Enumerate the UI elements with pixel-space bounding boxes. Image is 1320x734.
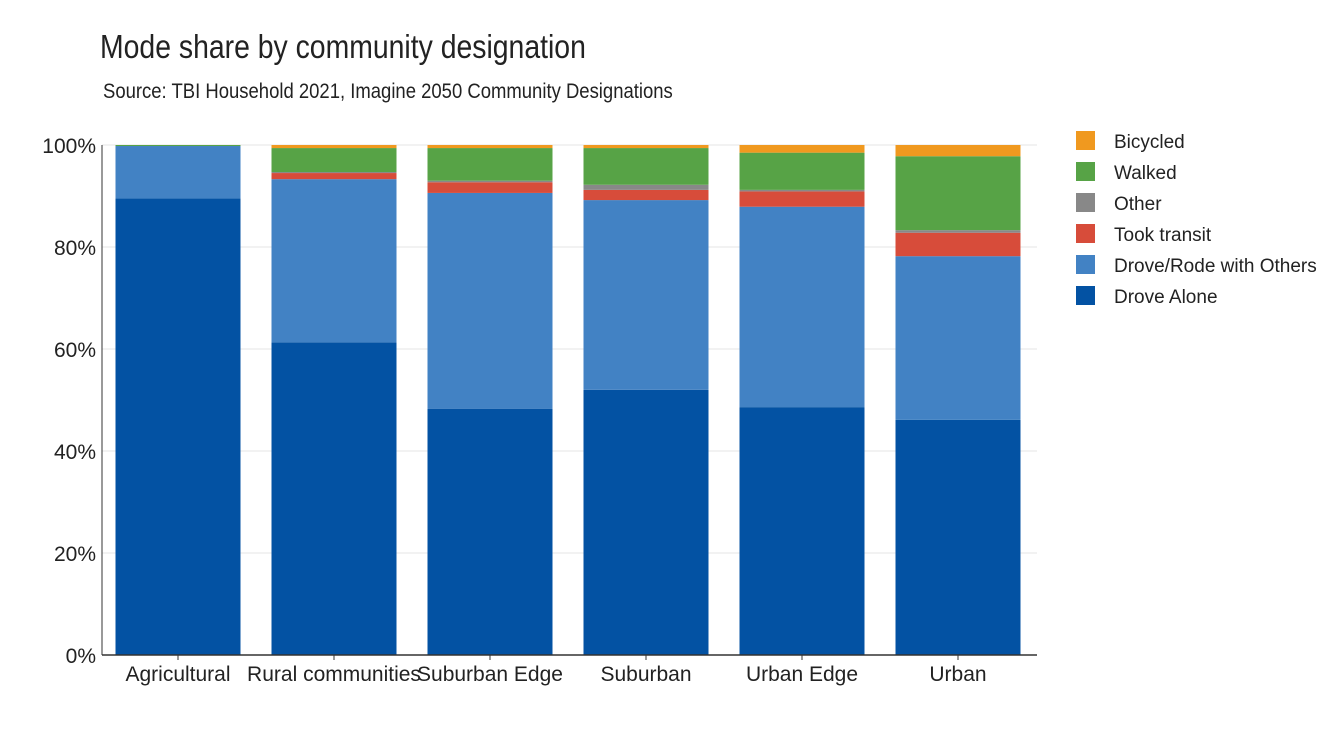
bar-segment <box>583 389 709 655</box>
legend-swatch <box>1076 131 1095 150</box>
bar-segment <box>583 184 709 190</box>
legend-label: Walked <box>1114 163 1177 184</box>
legend: Bicycled Walked Other Took transit Drove/Rod… <box>1076 131 1317 308</box>
bar-segment <box>583 148 709 185</box>
bar-segment <box>583 200 709 390</box>
bar-segment <box>271 179 397 343</box>
y-tick-label: 40% <box>54 441 96 464</box>
chart-subtitle: Source: TBI Household 2021, Imagine 2050… <box>103 80 673 103</box>
bar-segment <box>583 145 709 149</box>
bar-segment <box>895 145 1021 157</box>
legend-label: Drove/Rode with Others <box>1114 256 1317 277</box>
x-tick-label: Agricultural <box>125 663 230 686</box>
bar-segment <box>739 152 865 190</box>
legend-swatch <box>1076 193 1095 212</box>
chart-title: Mode share by community designation <box>100 28 586 65</box>
y-tick-label: 0% <box>66 645 96 668</box>
legend-swatch <box>1076 162 1095 181</box>
bar-segment <box>739 189 865 192</box>
legend-label: Other <box>1114 194 1162 215</box>
x-tick-label: Urban Edge <box>746 663 858 686</box>
gridlines <box>102 144 1037 554</box>
bar-segment <box>895 232 1021 257</box>
x-tick-label: Suburban <box>600 663 691 686</box>
axes: 0% 20% 40% 60% 80% 100% Agricultural Rural comm… <box>42 135 1037 686</box>
y-tick-label: 20% <box>54 543 96 566</box>
legend-swatch <box>1076 286 1095 305</box>
y-tick-label: 100% <box>42 135 96 158</box>
x-tick-label: Rural communities <box>247 663 421 686</box>
bar-segment <box>427 182 553 193</box>
legend-swatch <box>1076 255 1095 274</box>
x-tick-label: Suburban Edge <box>417 663 563 686</box>
bar-segment <box>583 189 709 201</box>
bar-segment <box>115 146 241 199</box>
bar-segment <box>739 191 865 207</box>
bar-segment <box>895 256 1021 420</box>
bar-segment <box>271 145 397 149</box>
x-tick-label: Urban <box>929 663 986 686</box>
legend-label: Bicycled <box>1114 132 1185 153</box>
bar-segment <box>427 148 553 181</box>
bar-segment <box>895 419 1021 655</box>
y-tick-label: 60% <box>54 339 96 362</box>
bar-segment <box>427 192 553 409</box>
bar-segment <box>895 230 1021 233</box>
legend-swatch <box>1076 224 1095 243</box>
bar-segment <box>427 408 553 655</box>
bar-segment <box>739 206 865 408</box>
bar-segment <box>427 180 553 183</box>
bar-segment <box>271 172 397 174</box>
bar-segment <box>271 148 397 173</box>
bar-segment <box>739 145 865 153</box>
legend-label: Drove Alone <box>1114 287 1218 308</box>
y-tick-label: 80% <box>54 237 96 260</box>
bar-segment <box>115 145 241 147</box>
bar-segment <box>427 145 553 149</box>
bar-segment <box>115 198 241 656</box>
bar-segment <box>271 342 397 655</box>
legend-label: Took transit <box>1114 225 1212 246</box>
bars <box>115 145 1021 656</box>
bar-segment <box>739 407 865 655</box>
bar-segment <box>271 173 397 180</box>
bar-segment <box>895 156 1021 231</box>
